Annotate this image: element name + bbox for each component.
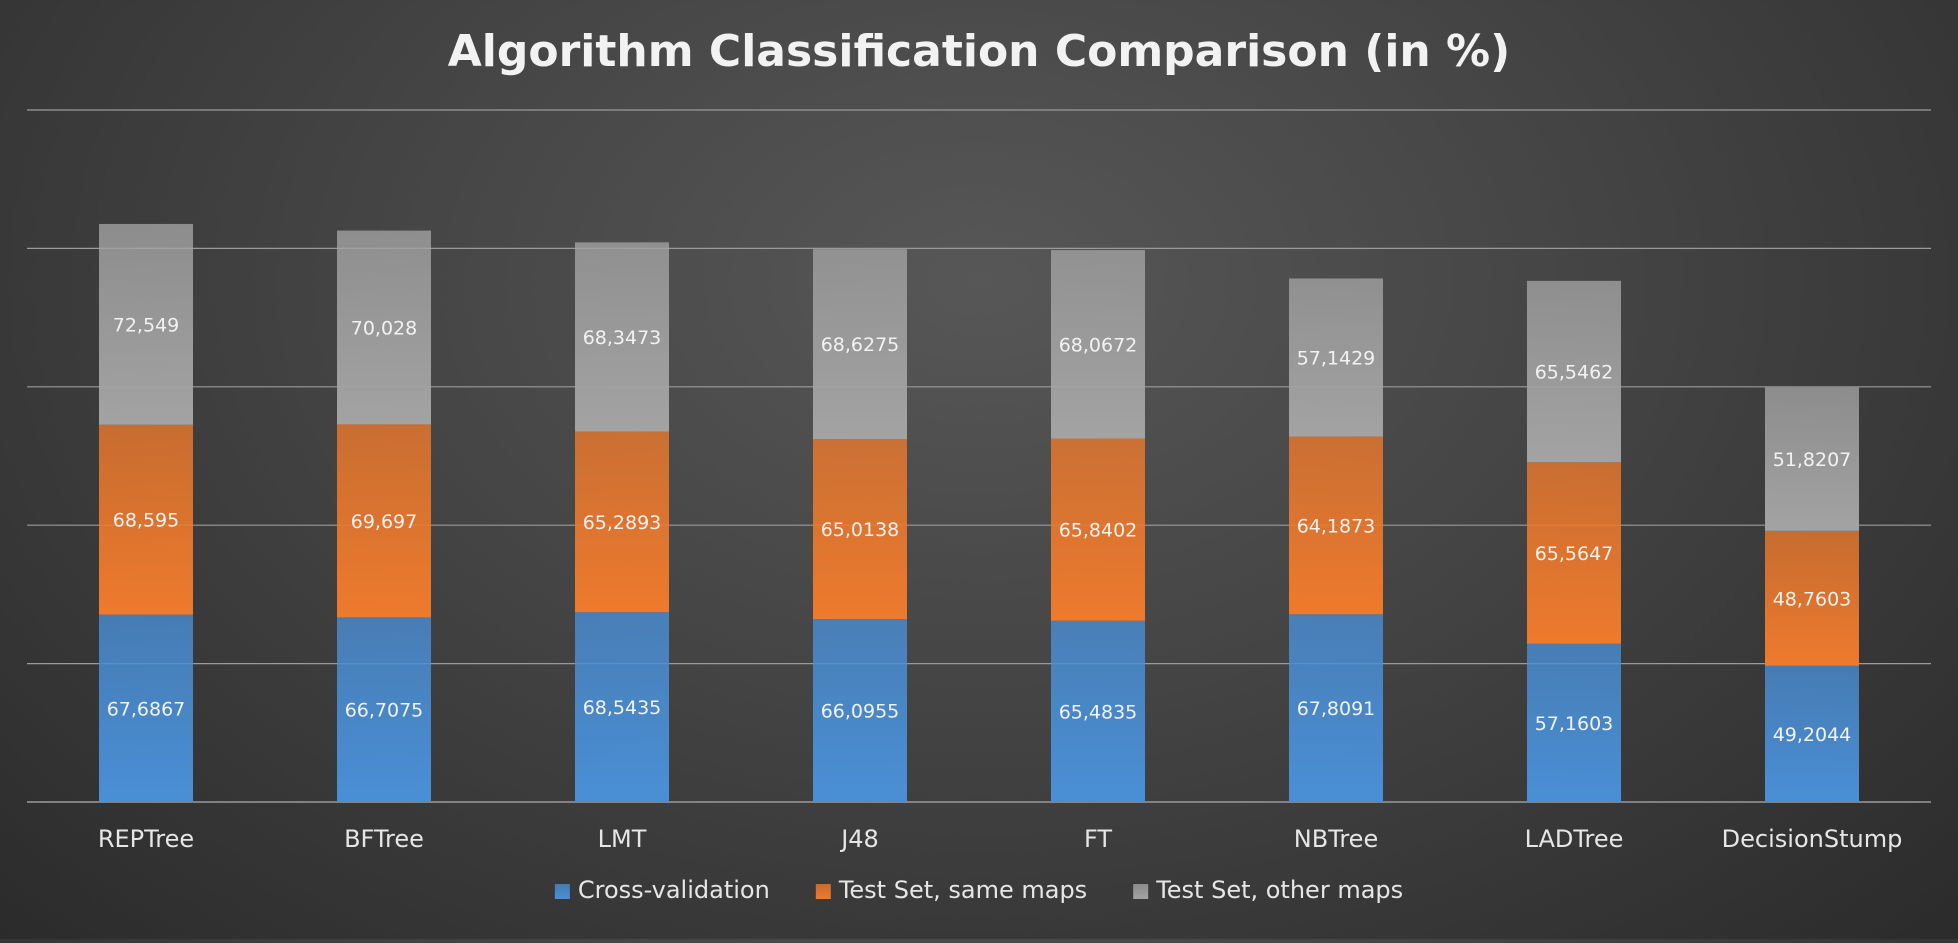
data-label: 68,0672	[1059, 334, 1138, 356]
bar-segment	[337, 424, 431, 618]
legend-item: Test Set, same maps	[815, 876, 1087, 904]
bar-segment	[575, 242, 669, 432]
legend-item: Cross-validation	[554, 876, 770, 904]
data-label: 65,5647	[1535, 543, 1614, 565]
bar-segment	[1527, 643, 1621, 802]
data-label: 48,7603	[1773, 588, 1852, 610]
data-label: 65,4835	[1059, 701, 1138, 723]
bar-segment	[1051, 250, 1145, 439]
legend-label: Test Set, other maps	[1155, 876, 1403, 904]
x-tick-label: FT	[1084, 825, 1112, 853]
data-label: 57,1429	[1297, 348, 1376, 370]
x-axis: REPTree BFTree LMT J48 FT NBTree LADTree Decisi…	[98, 825, 1902, 853]
x-tick-label: BFTree	[344, 825, 424, 853]
bar-segment	[1765, 530, 1859, 666]
x-tick-label: LADTree	[1525, 825, 1624, 853]
x-tick-label: DecisionStump	[1722, 825, 1903, 853]
bar-segment	[99, 614, 193, 802]
bar-segment	[1289, 278, 1383, 437]
legend-label: Test Set, same maps	[838, 876, 1087, 904]
data-labels: 67,6867 68,595 72,549 66,7075 69,697 70,028 68…	[107, 314, 1852, 746]
bar-segment	[813, 249, 907, 440]
x-tick-label: LMT	[598, 825, 647, 853]
bars	[99, 223, 1859, 802]
bar-segment	[1527, 462, 1621, 644]
data-label: 68,5435	[583, 697, 662, 719]
data-label: 49,2044	[1773, 724, 1852, 746]
x-tick-label: NBTree	[1294, 825, 1378, 853]
bar-segment	[1289, 436, 1383, 615]
legend: Cross-validation Test Set, same maps Test …	[554, 876, 1403, 904]
data-label: 66,7075	[345, 700, 424, 722]
bar-segment	[1527, 280, 1621, 463]
data-label: 68,595	[113, 510, 179, 532]
bar-segment	[1289, 614, 1383, 802]
bar-segment	[1765, 387, 1859, 531]
data-label: 57,1603	[1535, 713, 1614, 735]
bar-segment	[99, 424, 193, 615]
data-label: 72,549	[113, 314, 179, 336]
data-label: 70,028	[351, 318, 417, 340]
data-label: 64,1873	[1297, 515, 1376, 537]
data-label: 67,6867	[107, 698, 186, 720]
bar-segment	[575, 612, 669, 802]
x-tick-label: J48	[839, 825, 879, 853]
data-label: 65,2893	[583, 512, 662, 534]
bar-segment	[1051, 438, 1145, 621]
data-label: 65,5462	[1535, 362, 1614, 384]
bar-segment	[337, 230, 431, 425]
data-label: 65,0138	[821, 519, 900, 541]
bar-segment	[575, 431, 669, 613]
bar-segment	[1051, 620, 1145, 802]
bar-segment	[813, 619, 907, 802]
legend-swatch	[815, 884, 831, 899]
legend-swatch	[1133, 884, 1149, 899]
bar-segment	[813, 439, 907, 620]
bar-segment	[99, 223, 193, 425]
legend-swatch	[554, 884, 570, 899]
data-label: 51,8207	[1773, 449, 1852, 471]
gridlines	[27, 109, 1931, 803]
data-label: 68,3473	[583, 327, 662, 349]
legend-label: Cross-validation	[578, 876, 770, 904]
data-label: 66,0955	[821, 701, 900, 723]
data-label: 65,8402	[1059, 520, 1138, 542]
bar-segment	[337, 617, 431, 802]
x-tick-label: REPTree	[98, 825, 194, 853]
legend-item: Test Set, other maps	[1133, 876, 1403, 904]
bar-segment	[1765, 665, 1859, 802]
data-label: 68,6275	[821, 334, 900, 356]
chart-title: Algorithm Classification Comparison (in …	[448, 26, 1511, 77]
data-label: 67,8091	[1297, 698, 1376, 720]
data-label: 69,697	[351, 511, 417, 533]
